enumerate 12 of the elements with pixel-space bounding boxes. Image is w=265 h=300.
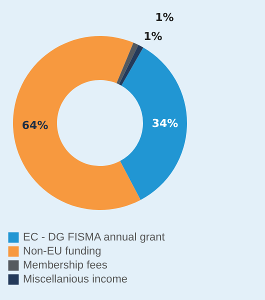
donut-slice (13, 36, 141, 210)
data-label: 1% (144, 30, 162, 43)
donut-slice (116, 42, 138, 84)
data-label: 64% (22, 118, 48, 132)
donut-slice (120, 48, 187, 200)
legend-label: EC - DG FISMA annual grant (23, 232, 165, 244)
data-label: 1% (155, 11, 174, 24)
legend-label: Miscellanious income (23, 274, 128, 286)
data-label: 34% (152, 117, 178, 130)
legend-label: Non-EU funding (23, 246, 102, 258)
legend-label: Membership fees (23, 260, 108, 272)
donut-slice (118, 44, 144, 86)
